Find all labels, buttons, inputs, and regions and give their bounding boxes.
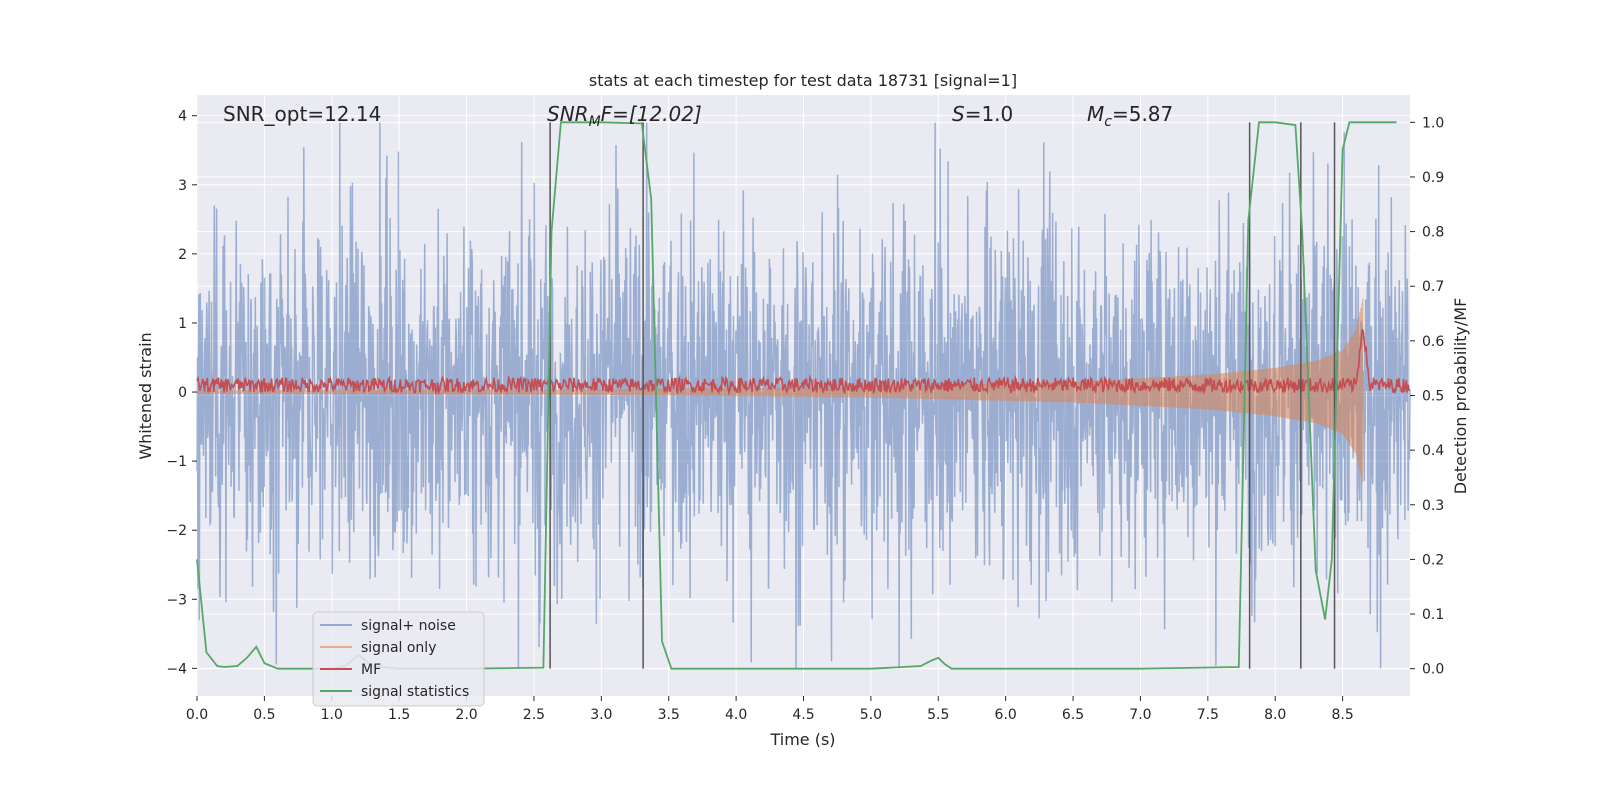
y2-tick-label: 0.5 [1422, 389, 1444, 405]
x-tick-label: 1.0 [321, 707, 343, 723]
mf-line [196, 329, 1411, 396]
signal-noise-line [196, 122, 1411, 669]
x-tick-label: 7.5 [1197, 707, 1219, 723]
y-axis-label: Whitened strain [136, 332, 155, 459]
legend-box [312, 611, 485, 707]
y-tick-label: 4 [178, 109, 187, 125]
annotation-s: S=1.0 [952, 102, 1013, 126]
x-tick-label: 8.0 [1264, 707, 1286, 723]
x-tick-label: 3.5 [658, 707, 680, 723]
x-tick-label: 2.5 [523, 707, 545, 723]
x-tick-label: 5.5 [927, 707, 949, 723]
legend-label-noise: signal+ noise [361, 618, 456, 634]
mf-series [196, 329, 1411, 396]
chart-title: stats at each timestep for test data 187… [589, 71, 1017, 90]
x-tick-label: 0.5 [253, 707, 275, 723]
y2-tick-label: 0.9 [1422, 170, 1444, 186]
mc-sub: c [1104, 114, 1112, 130]
x-tick-label: 2.0 [455, 707, 477, 723]
x-axis-label: Time (s) [769, 730, 835, 749]
x-tick-label: 3.0 [590, 707, 612, 723]
y2-tick-label: 0.3 [1422, 498, 1444, 514]
y2-tick-label: 0.0 [1422, 662, 1444, 678]
mc-main: M [1087, 102, 1104, 126]
snr-mf-main: SNR [547, 102, 589, 126]
x-tick-label: 7.0 [1129, 707, 1151, 723]
y-ticks: −4 −3 −2 −1 0 1 2 3 4 [166, 109, 197, 677]
snr-mf-rest: F=[12.02] [601, 102, 702, 126]
y-tick-label: −2 [166, 523, 187, 539]
annotation-snr-mf: SNRMF=[12.02] [547, 102, 702, 130]
x-tick-label: 8.5 [1331, 707, 1353, 723]
y-tick-label: −3 [166, 592, 187, 608]
y2-tick-label: 0.8 [1422, 225, 1444, 241]
y2-tick-label: 1.0 [1422, 115, 1444, 131]
y2-ticks: 0.0 0.1 0.2 0.3 0.4 0.5 0.6 0.7 0.8 0.9 1.0 [1410, 115, 1444, 678]
x-tick-label: 1.5 [388, 707, 410, 723]
s-rest: =1.0 [965, 102, 1014, 126]
signal-noise-series [196, 122, 1411, 669]
y2-tick-label: 0.4 [1422, 443, 1444, 459]
signal-statistics-line [196, 121, 1397, 670]
legend-label-stat: signal statistics [361, 684, 469, 700]
x-tick-label: 5.0 [860, 707, 882, 723]
y2-axis-label: Detection probability/MF [1451, 298, 1470, 495]
legend: signal+ noise signal only MF signal stat… [312, 611, 485, 707]
annotation-snr-opt: SNR_opt=12.14 [223, 102, 381, 126]
x-tick-label: 0.0 [186, 707, 208, 723]
legend-label-mf: MF [361, 662, 381, 678]
y-tick-label: −4 [166, 661, 187, 677]
annotation-mc: Mc=5.87 [1087, 102, 1173, 130]
y-tick-label: 1 [178, 316, 187, 332]
legend-label-signal: signal only [361, 640, 436, 656]
y-tick-label: −1 [166, 454, 187, 470]
y2-tick-label: 0.6 [1422, 334, 1444, 350]
x-tick-label: 4.5 [792, 707, 814, 723]
y-tick-label: 2 [178, 247, 187, 263]
signal-statistics-series [196, 121, 1397, 670]
x-ticks: 0.0 0.5 1.0 1.5 2.0 2.5 3.0 3.5 4.0 4.5 5.0 5.5 6.0 6… [186, 696, 1354, 723]
y-tick-label: 0 [178, 385, 187, 401]
y2-tick-label: 0.2 [1422, 552, 1444, 568]
y2-tick-label: 0.1 [1422, 607, 1444, 623]
mc-rest: =5.87 [1112, 102, 1173, 126]
x-tick-label: 6.5 [1062, 707, 1084, 723]
x-tick-label: 4.0 [725, 707, 747, 723]
y-tick-label: 3 [178, 178, 187, 194]
y2-tick-label: 0.7 [1422, 279, 1444, 295]
s-italic: S [952, 102, 965, 126]
snr-mf-sub: M [589, 114, 601, 130]
x-tick-label: 6.0 [995, 707, 1017, 723]
